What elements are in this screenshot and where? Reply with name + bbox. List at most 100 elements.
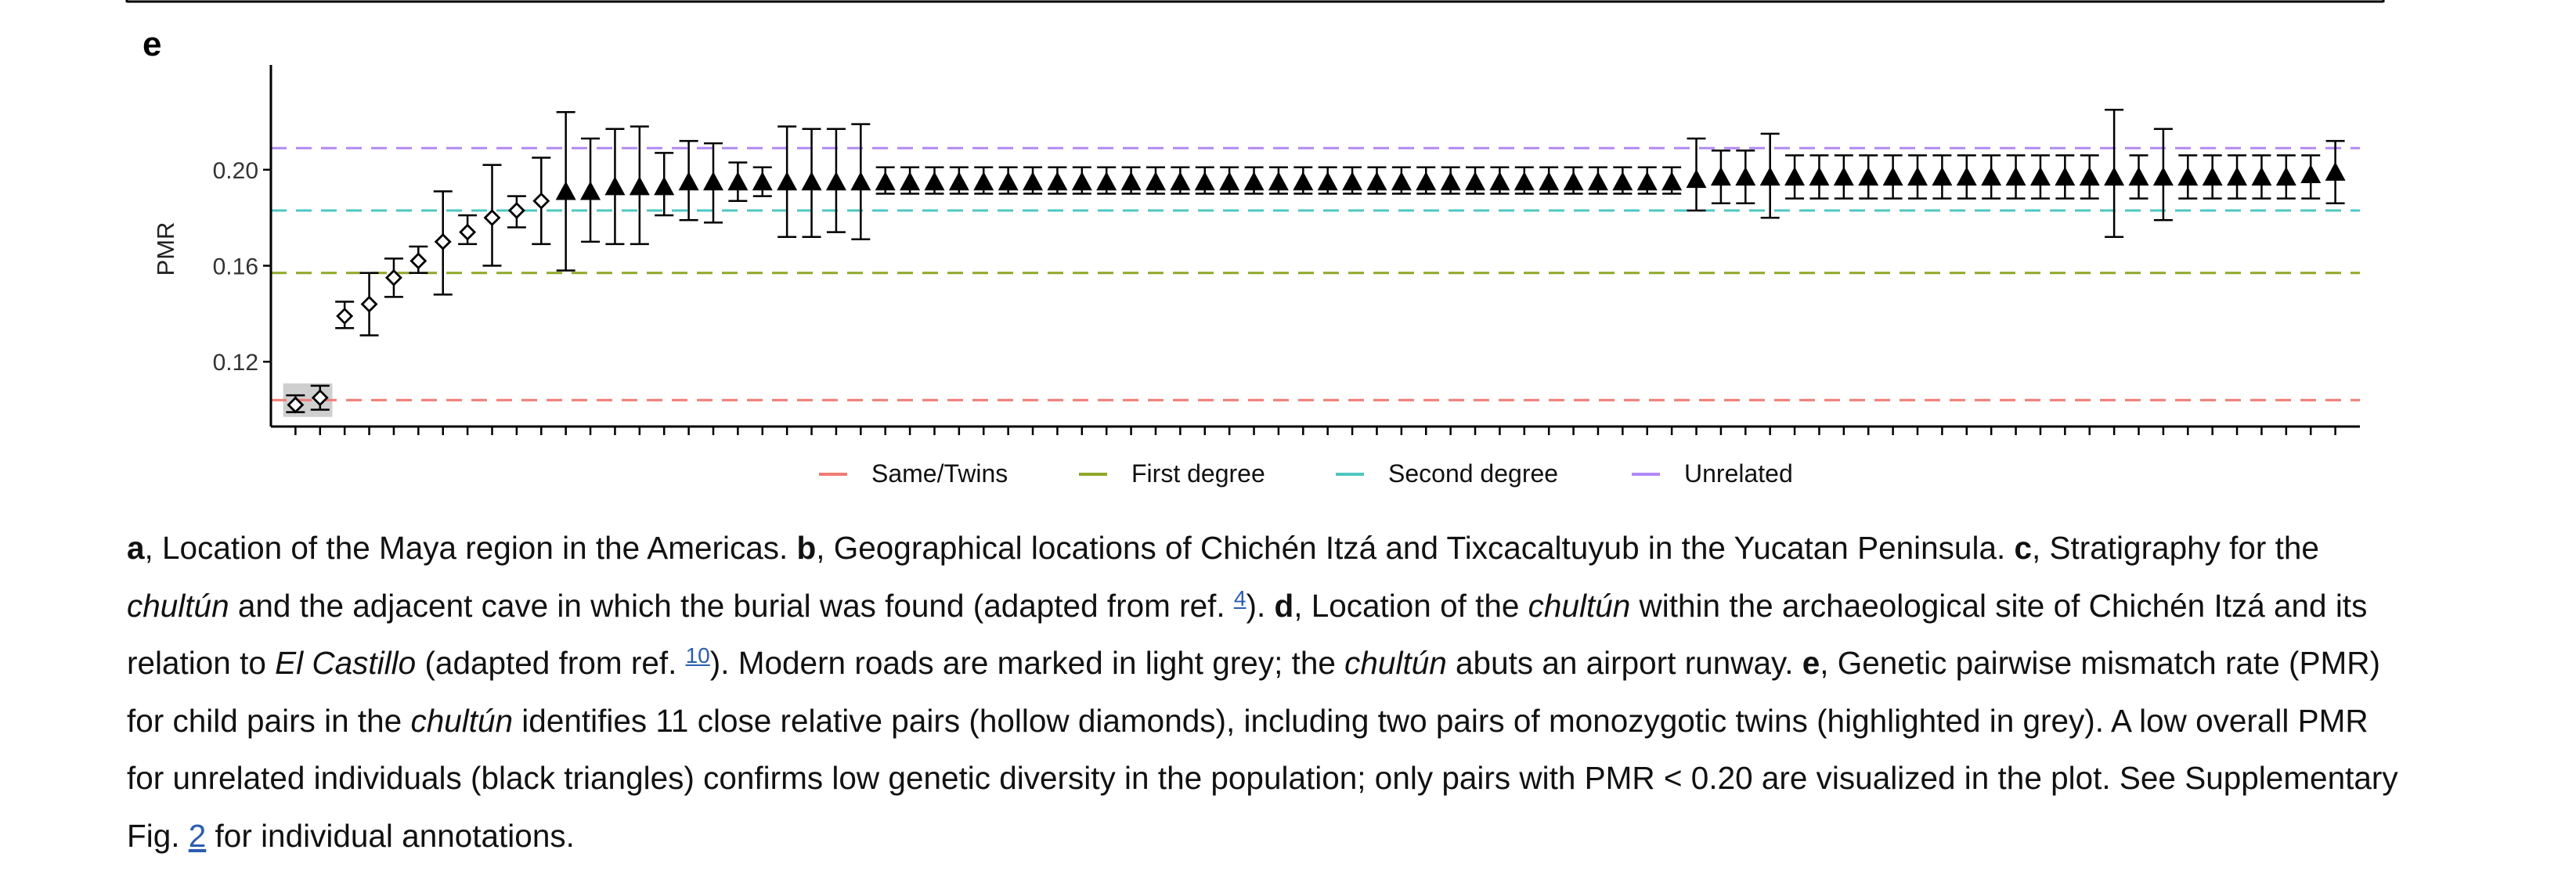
data-point-diamond [287,396,305,414]
data-point-triangle [2005,167,2026,186]
y-tick-label: 0.16 [213,254,258,280]
caption-text: , Location of the Maya region in the Ame… [144,530,797,566]
data-point-triangle [2300,164,2322,183]
data-point-triangle [1047,171,1068,191]
data-point-triangle [580,181,601,200]
caption-text: for individual annotations. [206,817,575,854]
data-point-triangle [1981,167,2002,186]
data-point-triangle [654,176,675,196]
caption-text: and the adjacent cave in which the buria… [229,587,1234,624]
data-point-triangle [1882,167,1903,186]
data-point-triangle [1686,169,1707,189]
data-point-triangle [1268,171,1289,191]
data-point-triangle [2029,167,2051,186]
data-point-triangle [875,171,896,191]
data-point-triangle [555,181,576,200]
caption-term-el-castillo: El Castillo [275,645,417,681]
data-point-triangle [998,171,1019,191]
data-point-triangle [1219,171,1240,191]
data-point-triangle [1809,167,1830,186]
caption-term-chultun: chultún [1344,645,1447,681]
data-point-diamond [384,268,402,286]
data-point-triangle [1416,171,1437,191]
data-point-triangle [1612,171,1633,191]
legend-label: Unrelated [1684,459,1793,488]
caption-term-chultun: chultún [1528,587,1631,624]
pmr-chart: e 0.12 0.16 0.20 PMR Same/Twins First degre… [125,0,2385,488]
data-point-triangle [2152,167,2174,186]
data-point-diamond [311,389,329,407]
data-point-triangle [702,171,723,191]
ref-link-10[interactable]: 10 [685,643,710,668]
data-point-triangle [1170,171,1191,191]
data-point-triangle [777,171,798,191]
data-point-triangle [1317,171,1338,191]
data-point-triangle [629,176,650,196]
caption-text: abuts an airport runway. [1446,645,1802,681]
data-point-triangle [1023,171,1044,191]
data-point-triangle [1465,171,1486,191]
y-tick-label: 0.12 [213,350,258,376]
data-point-triangle [1587,171,1608,191]
data-point-triangle [850,171,871,191]
data-point-triangle [1735,167,1756,186]
data-point-triangle [948,171,969,191]
data-point-triangle [1489,171,1510,191]
data-point-triangle [1636,171,1658,191]
data-point-triangle [1932,167,1953,186]
data-point-triangle [1145,171,1166,191]
data-point-triangle [604,176,626,196]
data-point-diamond [483,209,501,227]
figure-caption: a, Location of the Maya region in the Am… [127,520,2413,865]
data-point-triangle [1243,171,1265,191]
data-point-triangle [924,171,945,191]
y-axis-label: PMR [152,222,179,276]
data-point-diamond [434,232,452,250]
data-point-triangle [1563,171,1584,191]
caption-text: ). [1246,587,1275,624]
data-point-triangle [1710,167,1731,186]
data-point-triangle [1759,167,1780,186]
caption-label-a: a [127,530,145,566]
caption-label-e: e [1802,645,1820,681]
caption-text: (adapted from ref. [416,645,686,681]
caption-label-d: d [1274,587,1294,624]
data-point-triangle [1096,171,1117,191]
caption-text: , Stratigraphy for the [2032,530,2319,566]
data-point-triangle [678,171,699,191]
data-point-triangle [2177,167,2199,186]
data-point-triangle [1366,171,1387,191]
data-point-triangle [1194,171,1215,191]
data-point-triangle [1858,167,1879,186]
data-point-triangle [1539,171,1560,191]
caption-label-b: b [796,530,817,566]
data-point-triangle [727,171,749,191]
data-point-triangle [2128,167,2149,186]
data-point-triangle [1513,171,1535,191]
data-point-triangle [1120,171,1142,191]
panel-label: e [143,25,161,63]
caption-text: , Location of the [1293,587,1528,624]
data-point-triangle [2202,167,2223,186]
y-tick-label: 0.20 [213,158,258,184]
data-point-diamond [409,252,428,270]
legend-label: Second degree [1388,459,1558,488]
caption-text: ). Modern roads are marked in light grey… [709,645,1345,681]
caption-term-chultun: chultún [410,702,514,739]
data-point-triangle [2055,167,2076,186]
caption-term-chultun: chultún [127,587,229,624]
legend-label: First degree [1131,459,1265,488]
caption-text: , Geographical locations of Chichén Itzá… [816,530,2015,566]
data-point-triangle [1391,171,1412,191]
data-point-diamond [507,202,525,219]
supplementary-fig-link[interactable]: 2 [188,817,207,854]
data-point-diamond [336,307,354,325]
data-point-diamond [532,192,550,210]
data-point-triangle [1661,171,1683,191]
data-point-triangle [1833,167,1854,186]
data-point-triangle [2325,161,2346,181]
caption-label-c: c [2014,530,2033,566]
data-point-triangle [2227,167,2248,186]
ref-link-4[interactable]: 4 [1233,585,1247,610]
data-point-diamond [360,295,378,313]
